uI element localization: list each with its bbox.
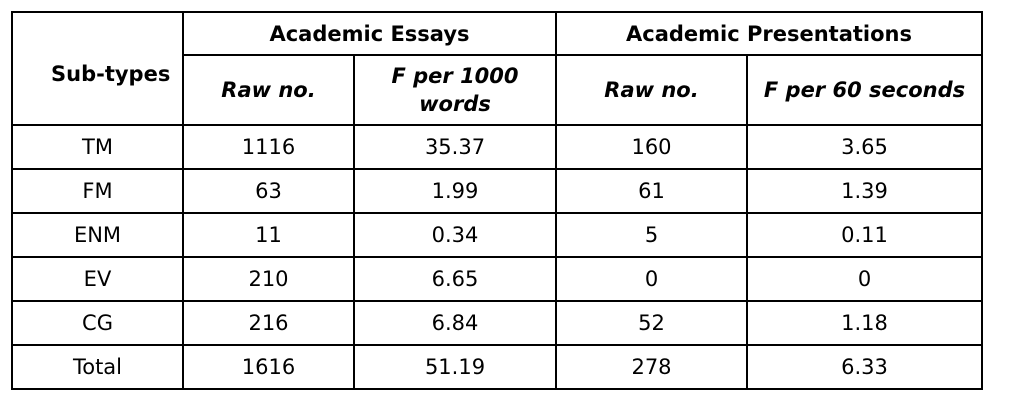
row-label-cell: TM xyxy=(11,124,184,170)
table-cell: 210 xyxy=(182,256,355,302)
table-cell: 6.84 xyxy=(353,300,557,346)
table-row-total: Total 1616 51.19 278 6.33 xyxy=(11,344,983,390)
table-cell: 11 xyxy=(182,212,355,258)
table-cell: 52 xyxy=(555,300,748,346)
data-table: Sub-types Academic Essays Academic Prese… xyxy=(11,11,983,390)
table-cell: 160 xyxy=(555,124,748,170)
table-cell: 0.11 xyxy=(746,212,983,258)
presentations-raw-no-header: Raw no. xyxy=(555,54,748,126)
table-cell: 1.39 xyxy=(746,168,983,214)
table-cell: 6.65 xyxy=(353,256,557,302)
table-cell: 63 xyxy=(182,168,355,214)
essays-raw-no-header: Raw no. xyxy=(182,54,355,126)
table-cell: 1.99 xyxy=(353,168,557,214)
table-cell: 5 xyxy=(555,212,748,258)
row-label-cell: FM xyxy=(11,168,184,214)
table-cell: 216 xyxy=(182,300,355,346)
subtypes-header: Sub-types xyxy=(11,11,184,126)
row-label-cell: Total xyxy=(11,344,184,390)
table-cell: 1616 xyxy=(182,344,355,390)
header-row-groups: Sub-types Academic Essays Academic Prese… xyxy=(11,11,983,126)
table-row: TM 1116 35.37 160 3.65 xyxy=(11,124,983,170)
academic-presentations-header: Academic Presentations xyxy=(555,11,983,56)
essays-f-per-1000-words-header: F per 1000 words xyxy=(353,54,557,126)
table-cell: 35.37 xyxy=(353,124,557,170)
table-cell: 1116 xyxy=(182,124,355,170)
data-table-container: Sub-types Academic Essays Academic Prese… xyxy=(11,11,983,390)
table-cell: 0 xyxy=(746,256,983,302)
table-cell: 3.65 xyxy=(746,124,983,170)
table-cell: 51.19 xyxy=(353,344,557,390)
table-row: ENM 11 0.34 5 0.11 xyxy=(11,212,983,258)
row-label-cell: EV xyxy=(11,256,184,302)
table-row: EV 210 6.65 0 0 xyxy=(11,256,983,302)
table-cell: 0 xyxy=(555,256,748,302)
row-label-cell: ENM xyxy=(11,212,184,258)
table-row: CG 216 6.84 52 1.18 xyxy=(11,300,983,346)
table-cell: 278 xyxy=(555,344,748,390)
table-cell: 61 xyxy=(555,168,748,214)
table-cell: 6.33 xyxy=(746,344,983,390)
presentations-f-per-60-seconds-header: F per 60 seconds xyxy=(746,54,983,126)
table-cell: 1.18 xyxy=(746,300,983,346)
row-label-cell: CG xyxy=(11,300,184,346)
header-row-subheaders: Raw no. F per 1000 words Raw no. F per 6… xyxy=(12,54,983,126)
table-cell: 0.34 xyxy=(353,212,557,258)
table-row: FM 63 1.99 61 1.39 xyxy=(11,168,983,214)
academic-essays-header: Academic Essays xyxy=(182,11,557,56)
